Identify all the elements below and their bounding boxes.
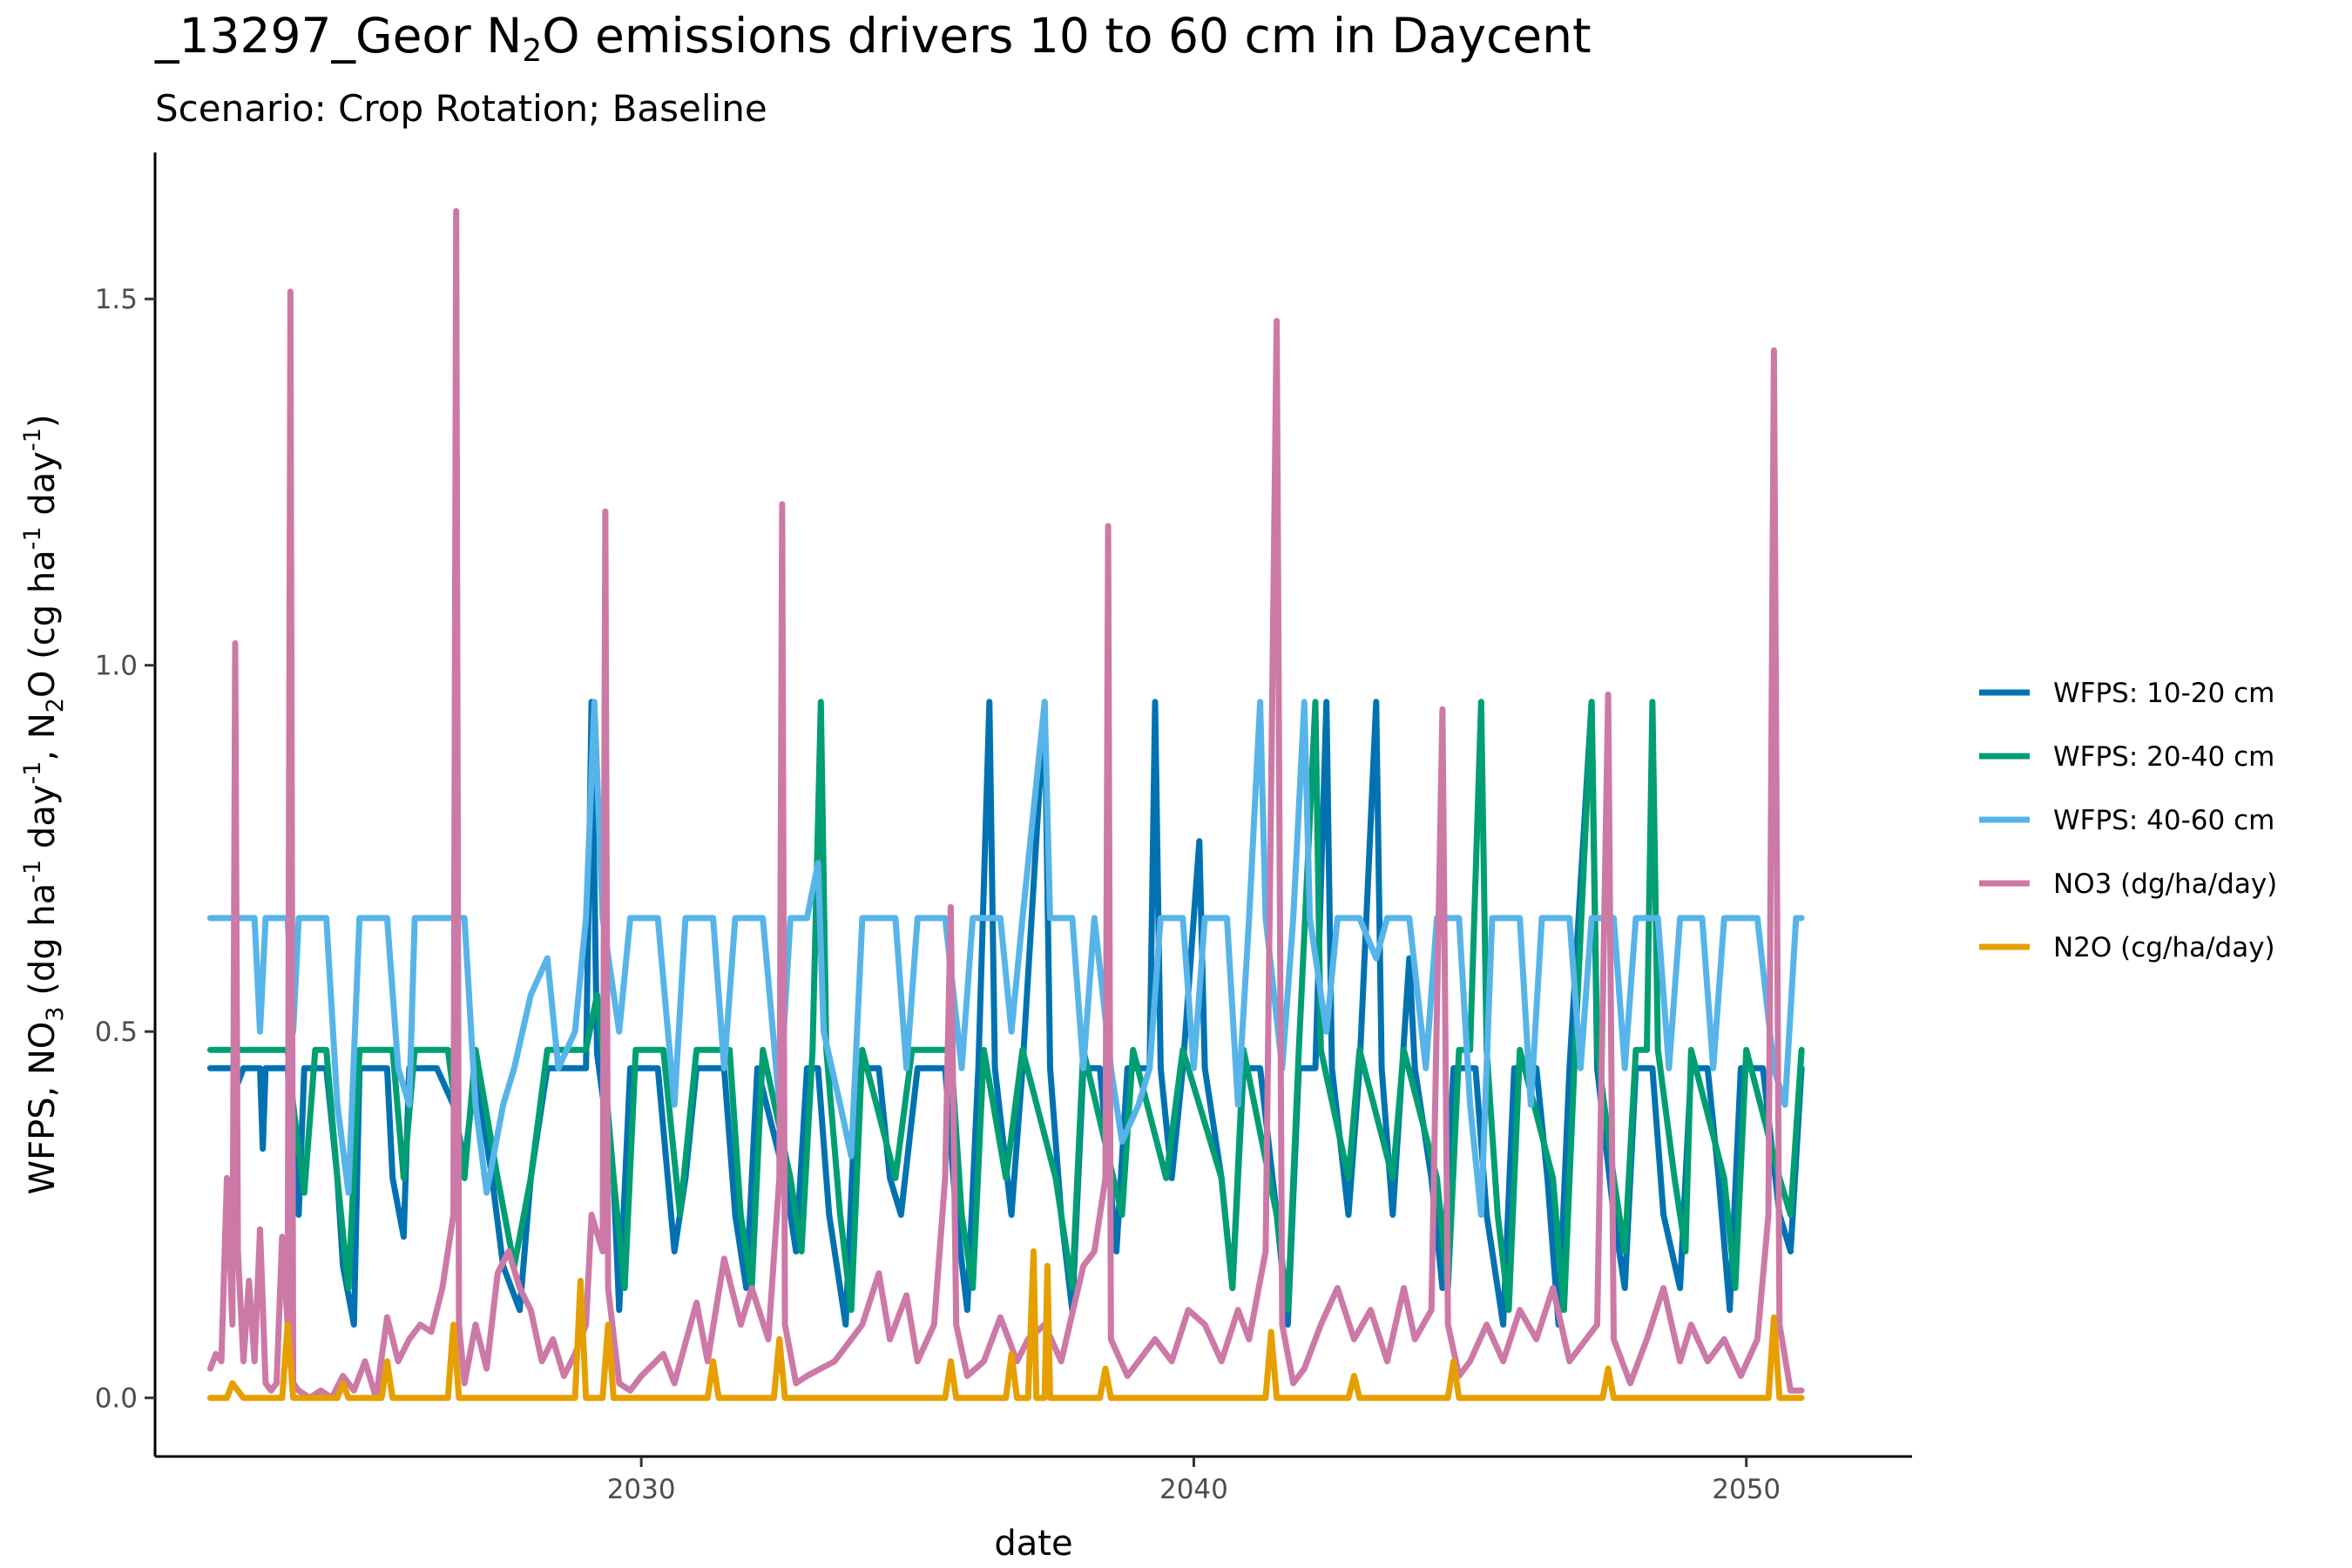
y-axis-title-part: 3 <box>42 1006 69 1021</box>
x-tick-label: 2050 <box>1712 1474 1781 1505</box>
legend-label-5: N2O (cg/ha/day) <box>2053 932 2275 963</box>
title-rest: O emissions drivers 10 to 60 cm in Dayce… <box>542 8 1592 64</box>
y-axis-title-part: , N <box>23 713 63 760</box>
y-axis-title-part: -1 <box>19 428 46 451</box>
y-tick-label: 0.5 <box>95 1017 138 1048</box>
y-axis-title-part: day <box>23 451 63 526</box>
y-axis-title-part: -1 <box>19 526 46 550</box>
y-axis-title-part: day <box>23 784 63 859</box>
series-line-4 <box>206 207 1805 1402</box>
y-axis-title-part: 2 <box>42 698 69 713</box>
title-subscript: 2 <box>522 33 543 69</box>
y-axis-title-part: ) <box>23 415 63 429</box>
y-axis-title-part: WFPS, NO <box>23 1022 63 1195</box>
y-axis-title: WFPS, NO3​ (dg ha-1​ day-1​, N2​O (cg ha… <box>19 415 69 1195</box>
ticks-layer: 0.0 0.5 1.0 1.5 2030 2040 2050 <box>95 284 1781 1505</box>
x-tick-label: 2030 <box>607 1474 676 1505</box>
y-tick-label: 0.0 <box>95 1383 138 1415</box>
title-main: _13297_Geor N <box>155 8 523 64</box>
chart-subtitle: Scenario: Crop Rotation; Baseline <box>155 87 767 130</box>
y-axis-title-part: O (cg ha <box>23 550 63 698</box>
y-axis-title-part: -1 <box>19 860 46 883</box>
series-line-3 <box>206 699 1805 1218</box>
legend-label-4: NO3 (dg/ha/day) <box>2053 868 2277 900</box>
series-layer <box>206 207 1805 1402</box>
legend: WFPS: 10-20 cm WFPS: 20-40 cm WFPS: 40-60 … <box>1979 678 2277 963</box>
y-axis-title-part: (dg ha <box>23 883 63 1007</box>
x-tick-label: 2040 <box>1159 1474 1228 1505</box>
legend-label-1: WFPS: 10-20 cm <box>2053 678 2274 709</box>
chart-title: _13297_Geor N2O emissions drivers 10 to … <box>155 7 1592 67</box>
y-tick-label: 1.5 <box>95 284 138 315</box>
series-line-5 <box>206 1248 1805 1402</box>
legend-label-3: WFPS: 40-60 cm <box>2053 805 2274 836</box>
y-axis-title-part: -1 <box>19 761 46 785</box>
x-axis-title: date <box>994 1524 1072 1564</box>
y-tick-label: 1.0 <box>95 651 138 682</box>
legend-label-2: WFPS: 20-40 cm <box>2053 741 2274 773</box>
axes-layer <box>153 152 1912 1458</box>
